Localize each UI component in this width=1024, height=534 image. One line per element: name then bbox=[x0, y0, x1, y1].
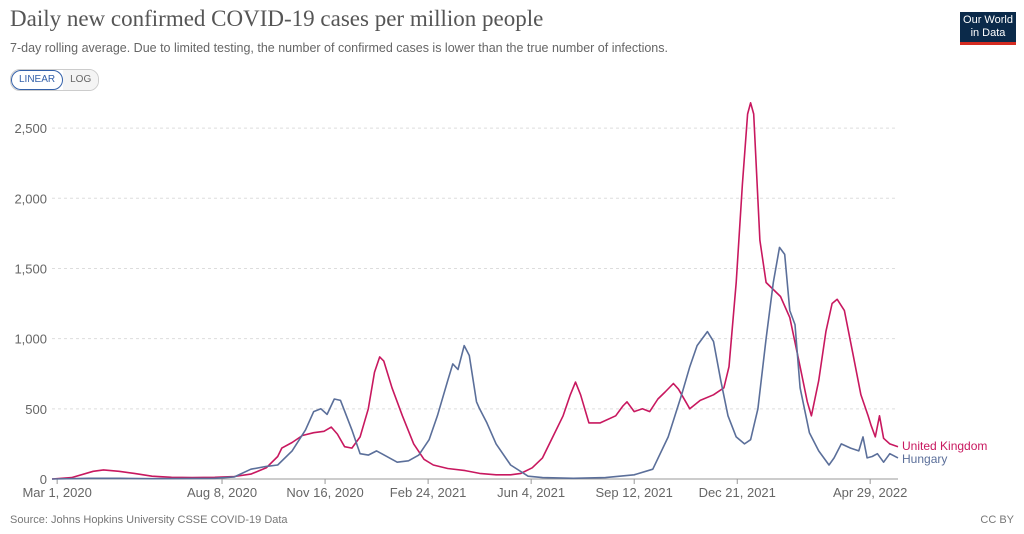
linear-scale-button[interactable]: LINEAR bbox=[11, 70, 64, 90]
legend-label: United Kingdom bbox=[902, 439, 987, 453]
x-tick-label: Apr 29, 2022 bbox=[833, 485, 907, 500]
license-link[interactable]: CC BY bbox=[980, 514, 1014, 526]
y-tick-label: 2,500 bbox=[14, 121, 47, 136]
x-tick-label: Dec 21, 2021 bbox=[699, 485, 776, 500]
source-note: Source: Johns Hopkins University CSSE CO… bbox=[10, 514, 288, 526]
chart-subtitle: 7-day rolling average. Due to limited te… bbox=[10, 41, 668, 55]
series-line-hungary bbox=[51, 246, 899, 480]
x-axis: Mar 1, 2020 Aug 8, 2020 Nov 16, 2020 Feb 24… bbox=[22, 478, 907, 500]
logo-line-2: in Data bbox=[970, 27, 1006, 39]
y-tick-label: 2,000 bbox=[14, 191, 47, 206]
logo-line-1: Our World bbox=[963, 14, 1013, 26]
y-tick-label: 1,500 bbox=[14, 261, 47, 276]
series-line-united-kingdom bbox=[51, 102, 899, 480]
scale-toggle: LINEAR LOG bbox=[10, 69, 100, 91]
x-tick-label: Sep 12, 2021 bbox=[596, 485, 673, 500]
series-lines bbox=[51, 102, 899, 480]
y-axis: 0 500 1,000 1,500 2,000 2,500 bbox=[14, 121, 47, 487]
owid-logo[interactable]: Our World in Data bbox=[960, 12, 1016, 44]
x-tick-label: Aug 8, 2020 bbox=[187, 485, 257, 500]
x-tick-label: Feb 24, 2021 bbox=[390, 485, 467, 500]
log-scale-button[interactable]: LOG bbox=[63, 70, 99, 90]
y-tick-label: 1,000 bbox=[14, 332, 47, 347]
grid-lines bbox=[52, 127, 898, 410]
y-tick-label: 500 bbox=[25, 402, 47, 417]
y-tick-label: 0 bbox=[40, 472, 47, 487]
x-tick-label: Jun 4, 2021 bbox=[497, 485, 565, 500]
logo-accent-bar bbox=[960, 42, 1016, 45]
chart-title: Daily new confirmed COVID-19 cases per m… bbox=[10, 6, 544, 31]
x-tick-label: Mar 1, 2020 bbox=[22, 485, 91, 500]
legend-label: Hungary bbox=[902, 452, 947, 466]
x-tick-label: Nov 16, 2020 bbox=[286, 485, 363, 500]
